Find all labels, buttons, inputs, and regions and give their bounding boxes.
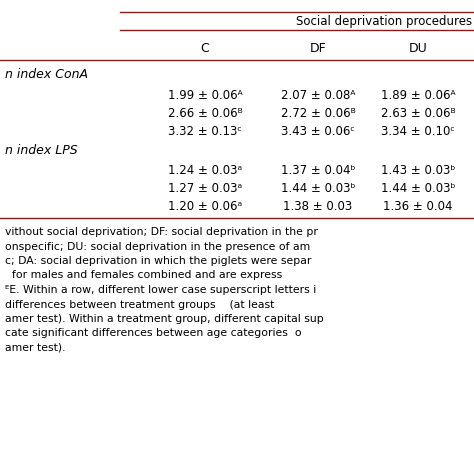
Text: n index ConA: n index ConA [5,67,88,81]
Text: ᴱE. Within a row, different lower case superscript letters i: ᴱE. Within a row, different lower case s… [5,285,316,295]
Text: DU: DU [409,42,428,55]
Text: 3.34 ± 0.10ᶜ: 3.34 ± 0.10ᶜ [381,125,455,137]
Text: 1.27 ± 0.03ᵃ: 1.27 ± 0.03ᵃ [168,182,242,194]
Text: 2.63 ± 0.06ᴮ: 2.63 ± 0.06ᴮ [381,107,456,119]
Text: c; DA: social deprivation in which the piglets were separ: c; DA: social deprivation in which the p… [5,256,311,266]
Text: onspecific; DU: social deprivation in the presence of am: onspecific; DU: social deprivation in th… [5,241,310,252]
Text: 2.66 ± 0.06ᴮ: 2.66 ± 0.06ᴮ [168,107,242,119]
Text: 3.43 ± 0.06ᶜ: 3.43 ± 0.06ᶜ [281,125,355,137]
Text: for males and females combined and are express: for males and females combined and are e… [5,271,282,281]
Text: amer test). Within a treatment group, different capital sup: amer test). Within a treatment group, di… [5,314,324,324]
Text: C: C [201,42,210,55]
Text: 2.07 ± 0.08ᴬ: 2.07 ± 0.08ᴬ [281,89,355,101]
Text: 1.44 ± 0.03ᵇ: 1.44 ± 0.03ᵇ [281,182,355,194]
Text: vithout social deprivation; DF: social deprivation in the pr: vithout social deprivation; DF: social d… [5,227,318,237]
Text: 3.32 ± 0.13ᶜ: 3.32 ± 0.13ᶜ [168,125,242,137]
Text: 1.37 ± 0.04ᵇ: 1.37 ± 0.04ᵇ [281,164,355,176]
Text: 1.38 ± 0.03: 1.38 ± 0.03 [283,200,353,212]
Text: n index LPS: n index LPS [5,144,78,156]
Text: 1.89 ± 0.06ᴬ: 1.89 ± 0.06ᴬ [381,89,455,101]
Text: 2.72 ± 0.06ᴮ: 2.72 ± 0.06ᴮ [281,107,356,119]
Text: differences between treatment groups    (at least: differences between treatment groups (at… [5,300,274,310]
Text: 1.43 ± 0.03ᵇ: 1.43 ± 0.03ᵇ [381,164,455,176]
Text: DF: DF [310,42,327,55]
Text: cate significant differences between age categories  o: cate significant differences between age… [5,328,301,338]
Text: 1.24 ± 0.03ᵃ: 1.24 ± 0.03ᵃ [168,164,242,176]
Text: amer test).: amer test). [5,343,65,353]
Text: 1.99 ± 0.06ᴬ: 1.99 ± 0.06ᴬ [168,89,242,101]
Text: 1.36 ± 0.04: 1.36 ± 0.04 [383,200,453,212]
Text: 1.20 ± 0.06ᵃ: 1.20 ± 0.06ᵃ [168,200,242,212]
Text: 1.44 ± 0.03ᵇ: 1.44 ± 0.03ᵇ [381,182,455,194]
Text: Social deprivation procedures: Social deprivation procedures [296,15,472,27]
